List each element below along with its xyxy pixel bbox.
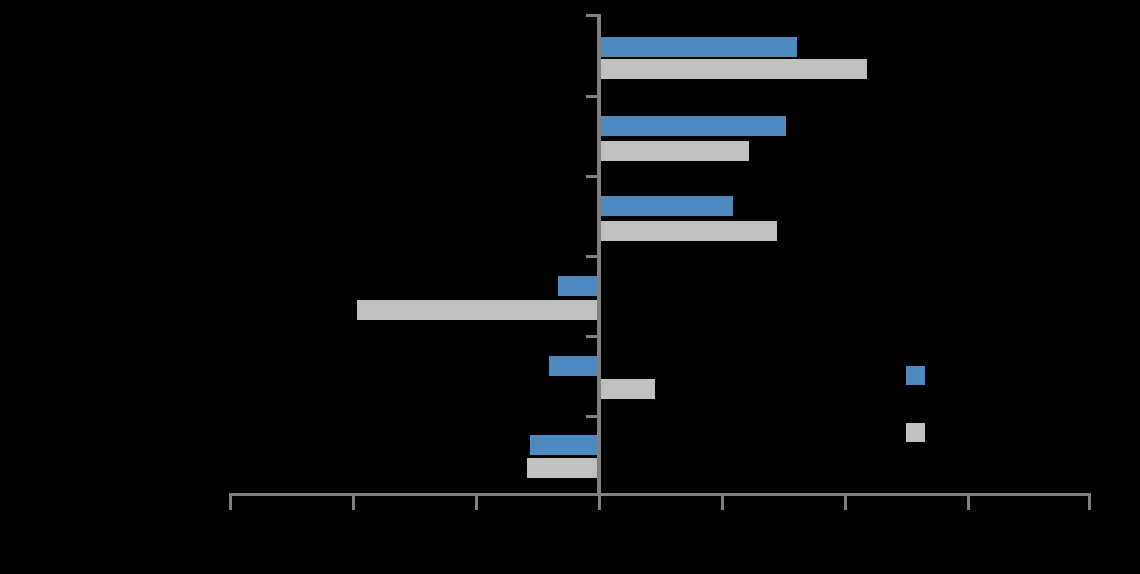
bar-series2-cat2 [599, 141, 749, 161]
legend-swatch-series-2-icon [906, 423, 925, 442]
y-tick-1 [586, 95, 598, 98]
bar-series2-cat3 [599, 221, 777, 241]
legend-entry-series-2[interactable] [906, 423, 933, 442]
x-tick-4 [721, 496, 724, 510]
bar-series1-cat1 [599, 37, 797, 57]
y-tick-2 [586, 175, 598, 178]
bar-series1-cat4 [558, 276, 599, 296]
x-tick-3 [598, 496, 601, 510]
y-tick-3 [586, 255, 598, 258]
x-tick-7 [1088, 496, 1091, 510]
legend-entry-series-1[interactable] [906, 366, 933, 385]
legend-swatch-series-1-icon [906, 366, 925, 385]
chart-legend [906, 366, 1106, 458]
x-tick-0 [229, 496, 232, 510]
bar-series1-cat5 [549, 356, 599, 376]
y-tick-5 [586, 415, 598, 418]
x-tick-2 [475, 496, 478, 510]
y-tick-4 [586, 335, 598, 338]
y-tick-0 [586, 14, 598, 17]
bar-series1-cat2 [599, 116, 786, 136]
x-tick-6 [967, 496, 970, 510]
bar-series2-cat6 [527, 458, 599, 478]
bar-series2-cat1 [599, 59, 867, 79]
y-axis-zero-line [597, 14, 601, 495]
x-axis-line [229, 493, 1091, 496]
bar-series1-cat6 [530, 435, 599, 455]
bar-series2-cat5 [599, 379, 655, 399]
x-tick-1 [352, 496, 355, 510]
x-tick-5 [844, 496, 847, 510]
bar-series1-cat3 [599, 196, 733, 216]
bar-series2-cat4 [357, 300, 599, 320]
